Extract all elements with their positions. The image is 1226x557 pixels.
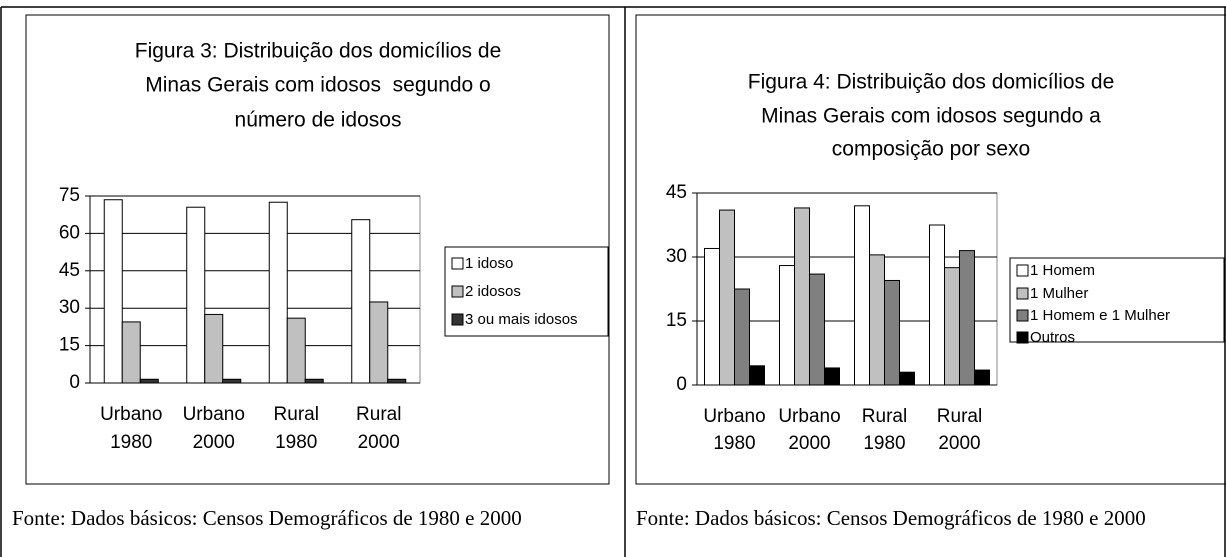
bar <box>794 207 810 386</box>
bar <box>854 205 870 386</box>
legend-label: 1 Homem e 1 Mulher <box>1030 307 1170 324</box>
chart-title: número de idosos <box>235 109 402 132</box>
x-tick-label: Urbano <box>778 406 840 427</box>
legend-box <box>1009 257 1225 343</box>
bar <box>779 265 795 386</box>
y-tick-label: 30 <box>666 246 687 267</box>
x-tick-label: Rural <box>937 406 982 427</box>
legend-label: 1 Mulher <box>1030 285 1088 302</box>
x-tick-label: 1980 <box>713 433 755 454</box>
bar <box>268 201 288 384</box>
y-tick-label: 15 <box>666 310 687 331</box>
legend-label: 2 idosos <box>465 283 521 300</box>
y-tick-label: 75 <box>59 185 80 206</box>
legend-label: 3 ou mais idosos <box>465 311 578 328</box>
y-tick-label: 60 <box>59 222 80 243</box>
caption: Fonte: Dados básicos: Censos Demográfico… <box>12 506 522 530</box>
bar <box>959 250 975 386</box>
x-tick-label: Rural <box>356 404 401 425</box>
chart-title: Figura 4: Distribuição dos domicílios de <box>748 71 1115 94</box>
caption: Fonte: Dados básicos: Censos Demográfico… <box>636 506 1146 530</box>
bar <box>304 378 324 384</box>
legend-swatch <box>451 257 464 270</box>
x-tick-label: 1980 <box>110 432 152 453</box>
x-tick-label: 2000 <box>358 432 400 453</box>
x-tick-label: 2000 <box>788 433 830 454</box>
x-tick-label: Rural <box>862 406 907 427</box>
chart-title: composição por sexo <box>832 138 1030 161</box>
x-tick-label: Urbano <box>703 406 765 427</box>
bar <box>351 219 371 384</box>
x-tick-label: Urbano <box>183 404 245 425</box>
bar <box>222 378 242 384</box>
x-tick-label: Rural <box>274 404 319 425</box>
legend-box <box>444 246 609 337</box>
y-tick-label: 45 <box>666 182 687 203</box>
legend-label: 1 idoso <box>465 255 513 272</box>
bar <box>974 369 990 386</box>
bar <box>734 288 750 386</box>
legend-swatch <box>1016 287 1029 300</box>
legend-label: Outros <box>1030 329 1075 346</box>
bar <box>387 378 407 384</box>
bar <box>186 206 206 384</box>
legend-label: 1 Homem <box>1030 262 1095 279</box>
bar <box>286 317 306 384</box>
y-tick-label: 15 <box>59 335 80 356</box>
bar <box>809 273 825 386</box>
chart-title: Minas Gerais com idosos segundo a <box>761 105 1101 128</box>
bar <box>749 365 765 386</box>
bar <box>704 247 720 386</box>
bar <box>103 199 123 384</box>
bar <box>869 254 885 386</box>
bar <box>929 224 945 386</box>
bar <box>204 313 224 384</box>
legend-swatch <box>1016 264 1029 277</box>
y-tick-label: 45 <box>59 260 80 281</box>
bar <box>884 279 900 386</box>
chart-title: Minas Gerais com idosos segundo o <box>145 74 491 97</box>
legend-swatch <box>451 313 464 326</box>
x-tick-label: Urbano <box>100 404 162 425</box>
x-tick-label: 1980 <box>275 432 317 453</box>
y-tick-label: 30 <box>59 297 80 318</box>
x-tick-label: 2000 <box>193 432 235 453</box>
x-tick-label: 2000 <box>938 433 980 454</box>
chart-title: Figura 3: Distribuição dos domicílios de <box>135 40 502 63</box>
y-tick-label: 0 <box>69 372 80 393</box>
bar <box>139 378 159 384</box>
legend-swatch <box>1016 309 1029 322</box>
bar <box>899 371 915 386</box>
bar <box>944 267 960 386</box>
y-tick-label: 0 <box>676 374 687 395</box>
x-tick-label: 1980 <box>863 433 905 454</box>
legend-swatch <box>451 285 464 298</box>
bar <box>824 367 840 386</box>
legend-swatch <box>1016 331 1029 344</box>
bar <box>121 321 141 384</box>
bar <box>719 209 735 386</box>
bar <box>369 301 389 384</box>
